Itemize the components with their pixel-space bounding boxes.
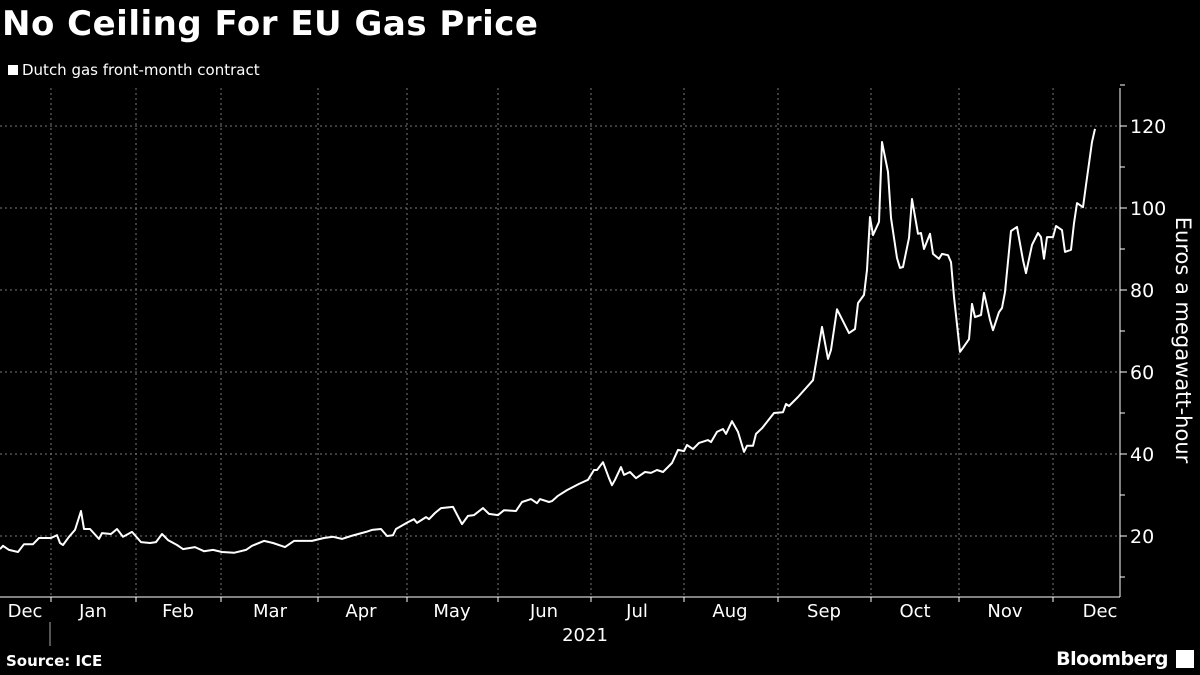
x-tick-label: Aug [712,601,747,622]
x-tick-label: Jun [529,601,558,622]
legend: Dutch gas front-month contract [8,61,260,79]
y-tick-label: 40 [1130,444,1154,466]
bloomberg-logo: Bloomberg [1056,648,1168,670]
chart-title: No Ceiling For EU Gas Price [2,4,539,44]
series-line-dutch-gas [0,128,1096,554]
x-tick-label: Dec [1083,601,1118,622]
bloomberg-chart-icon [1176,650,1194,668]
x-tick-label: Oct [899,601,930,622]
x-tick-label: Feb [162,601,194,622]
x-tick-label: Mar [253,601,288,622]
x-tick-label: May [433,601,471,622]
y-tick-label: 20 [1130,526,1154,548]
x-tick-label: Nov [987,601,1022,622]
x-tick-label: Sep [807,601,841,622]
y-axis-title: Euros a megawatt-hour [1171,216,1195,464]
x-tick-label: Apr [345,601,377,622]
y-tick-label: 80 [1130,280,1154,302]
source-note: Source: ICE [6,652,103,670]
x-tick-label: Jul [625,601,648,622]
x-axis-title: 2021 [562,625,608,646]
x-tick-label: Jan [78,601,107,622]
y-tick-label: 120 [1130,116,1166,138]
y-tick-label: 60 [1130,362,1154,384]
y-tick-label: 100 [1130,198,1166,220]
x-tick-label: Dec [8,601,43,622]
legend-swatch [8,65,18,75]
legend-label: Dutch gas front-month contract [22,61,260,79]
